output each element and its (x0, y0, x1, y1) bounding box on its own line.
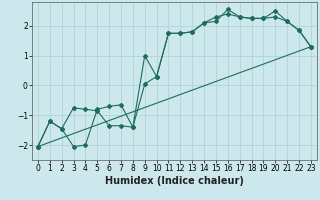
X-axis label: Humidex (Indice chaleur): Humidex (Indice chaleur) (105, 176, 244, 186)
